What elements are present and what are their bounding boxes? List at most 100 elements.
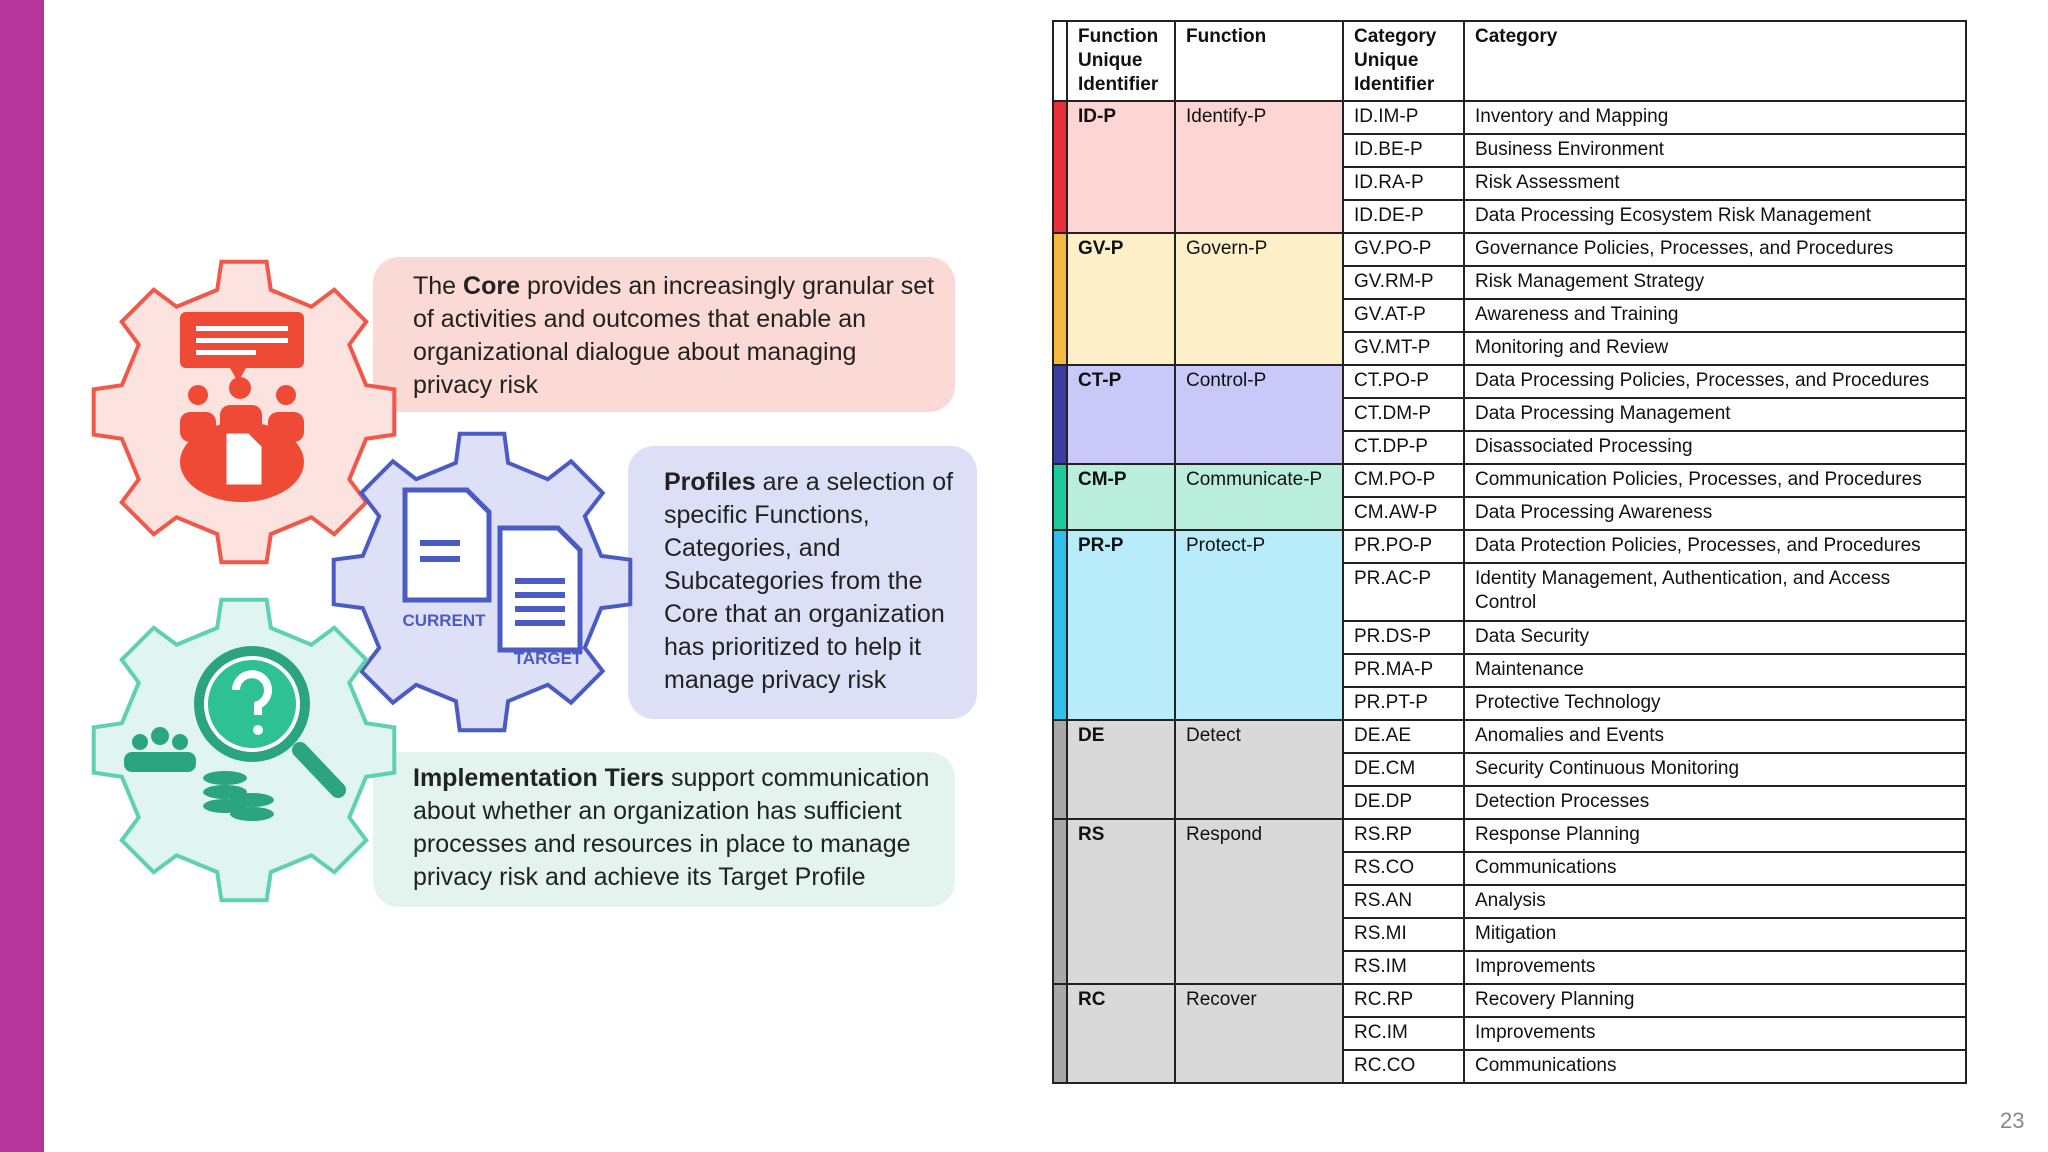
category-name: Data Security	[1463, 620, 1967, 655]
category-id: ID.BE-P	[1342, 133, 1465, 168]
category-id: RS.CO	[1342, 851, 1465, 886]
category-name: Business Environment	[1463, 133, 1967, 168]
color-strip	[1052, 100, 1068, 234]
table-row: PR.PT-P Protective Technology	[1053, 686, 1967, 721]
category-id: DE.CM	[1342, 752, 1465, 787]
category-id: GV.MT-P	[1342, 331, 1465, 366]
function-id: ID-P	[1066, 100, 1176, 234]
category-name: Communication Policies, Processes, and P…	[1463, 463, 1967, 498]
color-strip	[1052, 232, 1068, 366]
header-cell: Category	[1463, 20, 1967, 102]
table-row: CM-P Communicate-P CM.PO-P Communication Po…	[1052, 463, 1967, 531]
core-box: The Core provides an increasingly granul…	[373, 257, 955, 412]
category-id: GV.RM-P	[1342, 265, 1465, 300]
table-row: ID.DE-P Data Processing Ecosystem Risk Ma…	[1053, 199, 1967, 234]
function-name: Recover	[1174, 983, 1344, 1084]
category-name: Monitoring and Review	[1463, 331, 1967, 366]
category-id: CM.AW-P	[1342, 496, 1465, 531]
category-id: RS.MI	[1342, 917, 1465, 952]
function-name: Govern-P	[1174, 232, 1344, 366]
category-name: Communications	[1463, 1049, 1967, 1084]
function-name: Protect-P	[1174, 529, 1344, 721]
function-id: RC	[1066, 983, 1176, 1084]
category-id: CT.PO-P	[1342, 364, 1465, 399]
header-cell	[1052, 20, 1068, 102]
table-row: RC.CO Communications	[1053, 1049, 1967, 1084]
table-row: RS.AN Analysis	[1053, 884, 1967, 919]
function-id: RS	[1066, 818, 1176, 985]
category-id: PR.PO-P	[1342, 529, 1465, 564]
tiers-box: Implementation Tiers support communicati…	[373, 752, 955, 907]
page-number: 23	[2000, 1108, 2025, 1133]
category-name: Communications	[1463, 851, 1967, 886]
category-name: Detection Processes	[1463, 785, 1967, 820]
category-name: Data Processing Awareness	[1463, 496, 1967, 531]
table-row: RC Recover RC.RP Recovery Planning	[1052, 983, 1967, 1084]
category-name: Response Planning	[1463, 818, 1967, 853]
text: Core	[463, 272, 520, 300]
category-name: Data Protection Policies, Processes, and…	[1463, 529, 1967, 564]
table-row: CT.DM-P Data Processing Management	[1053, 397, 1967, 432]
accent-bar	[0, 0, 44, 1152]
category-name: Recovery Planning	[1463, 983, 1967, 1018]
category-id: ID.IM-P	[1342, 100, 1465, 135]
category-name: Data Processing Management	[1463, 397, 1967, 432]
category-id: RS.AN	[1342, 884, 1465, 919]
category-name: Identity Management, Authentication, and…	[1463, 562, 1967, 622]
table-row: ID.BE-P Business Environment	[1053, 133, 1967, 168]
profiles-icon	[402, 487, 583, 653]
text: support communication about whether an o…	[413, 764, 930, 891]
category-id: PR.DS-P	[1342, 620, 1465, 655]
table-row: PR.MA-P Maintenance	[1053, 653, 1967, 688]
text: The	[413, 272, 464, 300]
table-row: CT.DP-P Disassociated Processing	[1053, 430, 1967, 465]
table-row: GV-P Govern-P GV.PO-P Governance Policies, …	[1052, 232, 1967, 366]
header-row: Function Unique Identifier Function Catego…	[1052, 20, 1967, 102]
category-name: Improvements	[1463, 950, 1967, 985]
table-row: GV.MT-P Monitoring and Review	[1053, 331, 1967, 366]
color-strip	[1052, 818, 1068, 985]
category-name: Awareness and Training	[1463, 298, 1967, 333]
category-id: RS.RP	[1342, 818, 1465, 853]
gear-label: TARGET	[514, 649, 583, 668]
function-name: Respond	[1174, 818, 1344, 985]
category-id: GV.AT-P	[1342, 298, 1465, 333]
category-id: GV.PO-P	[1342, 232, 1465, 267]
table-row: PR.DS-P Data Security	[1053, 620, 1967, 655]
table-row: RS.IM Improvements	[1053, 950, 1967, 985]
text: Implementation Tiers	[413, 764, 664, 792]
function-name: Communicate-P	[1174, 463, 1344, 531]
table-row: ID.RA-P Risk Assessment	[1053, 166, 1967, 201]
category-id: ID.RA-P	[1342, 166, 1465, 201]
table-row: RC.IM Improvements	[1053, 1016, 1967, 1051]
table-row: CM.AW-P Data Processing Awareness	[1053, 496, 1967, 531]
category-name: Anomalies and Events	[1463, 719, 1967, 754]
table-row: DE.CM Security Continuous Monitoring	[1053, 752, 1967, 787]
category-id: ID.DE-P	[1342, 199, 1465, 234]
category-id: CT.DM-P	[1342, 397, 1465, 432]
function-id: CT-P	[1066, 364, 1176, 465]
function-id: DE	[1066, 719, 1176, 820]
text: Profiles	[664, 468, 756, 496]
color-strip	[1052, 983, 1068, 1084]
table-row: DE.DP Detection Processes	[1053, 785, 1967, 820]
category-name: Mitigation	[1463, 917, 1967, 952]
category-id: RC.CO	[1342, 1049, 1465, 1084]
table-row: PR-P Protect-P PR.PO-P Data Protection Poli…	[1052, 529, 1967, 721]
category-name: Maintenance	[1463, 653, 1967, 688]
text: provides an increasingly granular set of…	[413, 272, 935, 399]
table-row: CT-P Control-P CT.PO-P Data Processing Poli…	[1052, 364, 1967, 465]
function-name: Control-P	[1174, 364, 1344, 465]
function-name: Identify-P	[1174, 100, 1344, 234]
category-id: CM.PO-P	[1342, 463, 1465, 498]
table-row: ID-P Identify-P ID.IM-P Inventory and Mappi…	[1052, 100, 1967, 234]
category-id: RC.IM	[1342, 1016, 1465, 1051]
category-name: Data Processing Policies, Processes, and…	[1463, 364, 1967, 399]
category-id: RS.IM	[1342, 950, 1465, 985]
table-row: GV.RM-P Risk Management Strategy	[1053, 265, 1967, 300]
category-name: Improvements	[1463, 1016, 1967, 1051]
tiers-icon	[124, 646, 346, 821]
table-row: RS.CO Communications	[1053, 851, 1967, 886]
category-id: PR.PT-P	[1342, 686, 1465, 721]
